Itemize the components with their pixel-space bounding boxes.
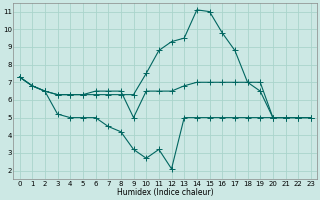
X-axis label: Humidex (Indice chaleur): Humidex (Indice chaleur): [117, 188, 213, 197]
